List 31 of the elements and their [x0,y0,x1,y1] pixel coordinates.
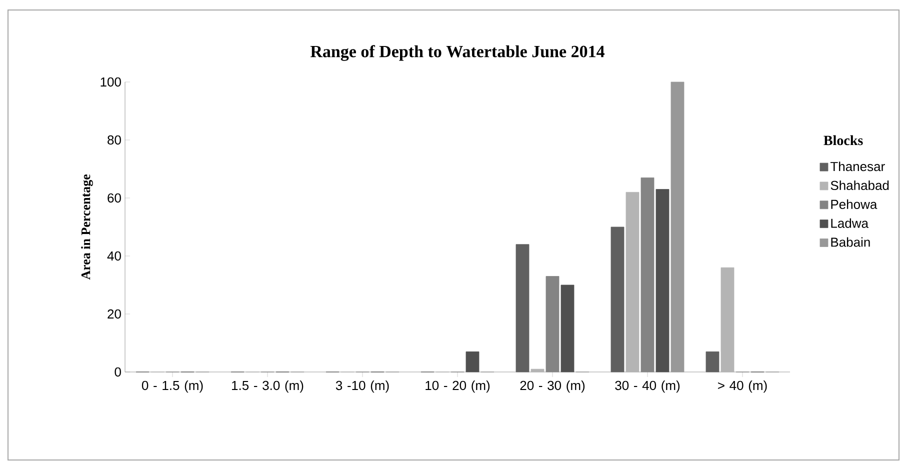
legend-label: Ladwa [831,218,868,228]
y-tick-label: 0 [114,367,121,377]
x-tick-label: 1.5 - 3.0 (m) [232,380,304,393]
chart-title: Range of Depth to Watertable June 2014 [310,45,604,61]
y-tick-label: 80 [108,135,121,145]
legend-label: Thanesar [830,162,885,172]
bar [626,192,640,372]
x-tick-label: 30 - 40 (m) [615,380,680,393]
bar [720,267,734,372]
legend-label: Shahabad [830,180,889,190]
y-axis-title: Area in Percentage [81,174,93,280]
bar [516,244,530,372]
legend-label: Babain [831,237,870,247]
legend-label: Pehowa [831,199,878,209]
x-tick-label: 3 -10 (m) [336,380,389,393]
bar [706,351,720,372]
x-tick-label: 20 - 30 (m) [520,380,585,393]
bar [466,351,480,372]
y-tick-label: 100 [100,77,121,87]
bar [656,189,670,372]
bar [560,284,574,372]
y-tick-label: 20 [108,309,121,319]
bar [670,82,684,372]
x-tick-label: 10 - 20 (m) [426,380,490,393]
x-tick-label: > 40 (m) [718,380,767,393]
bar [530,368,544,372]
x-tick-label: 0 - 1.5 (m) [142,380,203,393]
y-tick-label: 60 [108,193,121,203]
legend-title: Blocks [824,135,863,146]
y-tick-label: 40 [107,251,121,261]
bar [610,226,624,372]
